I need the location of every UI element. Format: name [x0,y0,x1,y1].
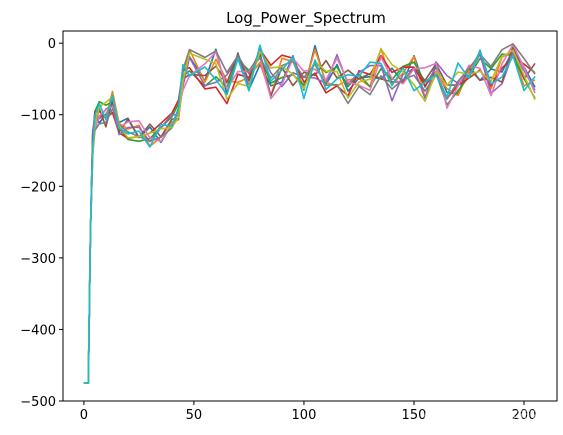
series-line-5 [83,47,536,384]
x-tick-label: 50 [186,408,203,423]
x-tick-label: 200 [512,408,537,423]
x-tick-label: 100 [292,408,317,423]
series-line-9 [83,48,536,384]
series-line-6 [83,45,536,384]
x-axis: 0 50 100 150 200 [80,401,537,423]
series-line-8 [83,43,536,384]
series-line-3 [83,53,536,384]
series-line-2 [83,47,536,384]
y-tick-label: −300 [20,252,56,267]
chart-title: Log_Power_Spectrum [226,9,386,28]
series-lines [83,43,536,384]
series-line-1 [83,44,536,384]
y-tick-label: 0 [48,37,56,52]
y-tick-label: −500 [20,395,56,410]
series-line-7 [83,43,536,384]
watermark: CSDN @心随而动 [423,408,546,426]
plot-area-frame [62,30,558,402]
x-tick-label: 150 [402,408,427,423]
y-tick-label: −400 [20,323,56,338]
x-tick-label: 0 [80,408,88,423]
y-axis: 0 −100 −200 −300 −400 −500 [20,37,63,410]
y-tick-label: −200 [20,180,56,195]
series-line-10 [83,44,536,384]
series-line-4 [83,48,536,384]
y-tick-label: −100 [20,109,56,124]
